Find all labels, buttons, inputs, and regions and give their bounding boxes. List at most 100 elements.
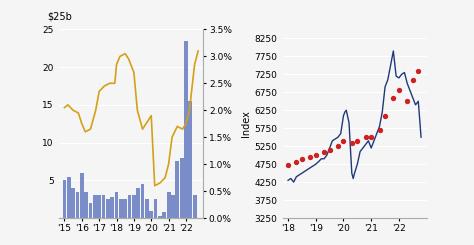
- Public market pricing: [350, 177, 356, 180]
- Public market pricing: [407, 89, 413, 92]
- Bar: [115, 192, 118, 218]
- Public market pricing: [355, 163, 360, 166]
- Line: 10yr US Treasury: 10yr US Treasury: [64, 51, 198, 186]
- 10yr US Treasury: [131, 71, 137, 74]
- Public market pricing: [401, 71, 407, 74]
- 10yr US Treasury: [107, 82, 112, 85]
- Private market valuations: [348, 141, 356, 145]
- 10yr US Treasury: [82, 130, 88, 133]
- Public market pricing: [285, 179, 291, 182]
- Public market pricing: [332, 137, 338, 140]
- Y-axis label: Index: Index: [241, 110, 251, 137]
- 10yr US Treasury: [152, 184, 157, 187]
- 10yr US Treasury: [79, 122, 85, 125]
- 10yr US Treasury: [174, 125, 180, 128]
- Public market pricing: [377, 125, 383, 128]
- 10yr US Treasury: [70, 109, 76, 112]
- Public market pricing: [357, 150, 363, 153]
- Public market pricing: [396, 76, 402, 79]
- Public market pricing: [338, 132, 344, 135]
- Public market pricing: [368, 147, 374, 149]
- Public market pricing: [341, 114, 346, 117]
- Public market pricing: [299, 172, 305, 175]
- Private market valuations: [414, 69, 422, 73]
- Bar: [84, 192, 88, 218]
- Bar: [80, 173, 84, 218]
- Private market valuations: [403, 99, 411, 103]
- Bar: [175, 161, 179, 218]
- Public market pricing: [391, 49, 396, 52]
- Bar: [128, 196, 131, 218]
- Bar: [137, 188, 140, 218]
- 10yr US Treasury: [96, 90, 102, 93]
- Bar: [193, 196, 197, 218]
- Public market pricing: [335, 136, 341, 139]
- Private market valuations: [390, 96, 397, 100]
- 10yr US Treasury: [117, 55, 123, 58]
- Public market pricing: [363, 143, 368, 146]
- Private market valuations: [367, 135, 375, 139]
- Public market pricing: [305, 168, 310, 171]
- Bar: [106, 199, 110, 218]
- Public market pricing: [291, 181, 296, 184]
- Bar: [101, 196, 105, 218]
- Public market pricing: [404, 82, 410, 85]
- Bar: [63, 180, 66, 218]
- 10yr US Treasury: [148, 114, 154, 117]
- Public market pricing: [288, 177, 294, 180]
- Bar: [141, 184, 145, 218]
- Private market valuations: [381, 114, 389, 118]
- Bar: [97, 196, 101, 218]
- Bar: [132, 196, 136, 218]
- 10yr US Treasury: [169, 136, 175, 139]
- Bar: [71, 188, 75, 218]
- Private market valuations: [354, 139, 361, 143]
- Bar: [149, 210, 153, 218]
- Public market pricing: [316, 160, 321, 163]
- Public market pricing: [329, 139, 335, 142]
- Public market pricing: [415, 100, 421, 103]
- Public market pricing: [324, 154, 330, 157]
- Bar: [119, 199, 123, 218]
- Public market pricing: [360, 147, 366, 149]
- Private market valuations: [395, 88, 403, 92]
- Private market valuations: [326, 148, 333, 152]
- Public market pricing: [379, 110, 385, 113]
- 10yr US Treasury: [65, 103, 71, 106]
- 10yr US Treasury: [114, 63, 119, 66]
- Public market pricing: [342, 110, 348, 113]
- Bar: [158, 216, 162, 218]
- Public market pricing: [382, 86, 388, 88]
- Bar: [110, 197, 114, 218]
- Public market pricing: [349, 172, 355, 175]
- 10yr US Treasury: [145, 120, 151, 122]
- Public market pricing: [374, 132, 380, 135]
- Private market valuations: [409, 78, 417, 82]
- 10yr US Treasury: [62, 106, 67, 109]
- Public market pricing: [418, 136, 424, 139]
- Bar: [67, 177, 71, 218]
- Bar: [188, 101, 192, 218]
- Private market valuations: [284, 163, 292, 167]
- 10yr US Treasury: [180, 128, 185, 131]
- Public market pricing: [327, 147, 332, 149]
- Public market pricing: [385, 78, 391, 81]
- 10yr US Treasury: [157, 182, 163, 184]
- Public market pricing: [319, 157, 324, 160]
- Public market pricing: [393, 75, 399, 78]
- Bar: [184, 41, 188, 218]
- Private market valuations: [362, 135, 369, 139]
- Bar: [167, 192, 171, 218]
- 10yr US Treasury: [162, 176, 168, 179]
- Public market pricing: [410, 96, 416, 99]
- 10yr US Treasury: [88, 128, 93, 131]
- Line: Public market pricing: Public market pricing: [288, 51, 421, 182]
- 10yr US Treasury: [166, 163, 172, 166]
- 10yr US Treasury: [183, 122, 189, 125]
- Bar: [123, 199, 127, 218]
- Bar: [180, 158, 183, 218]
- Private market valuations: [340, 139, 347, 143]
- Bar: [75, 192, 79, 218]
- 10yr US Treasury: [135, 109, 140, 112]
- Public market pricing: [352, 172, 357, 175]
